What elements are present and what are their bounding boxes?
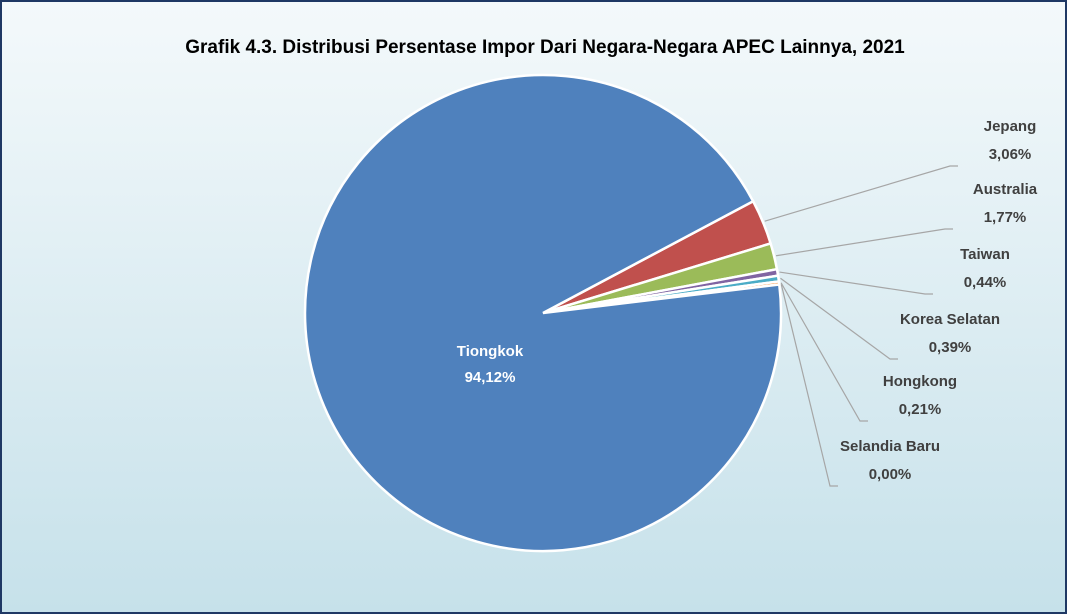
leader-line <box>775 228 953 257</box>
leader-line <box>780 284 838 487</box>
leader-line <box>779 271 933 295</box>
slice-label: Tiongkok <box>457 343 524 360</box>
slice-label: Jepang <box>984 118 1037 135</box>
value-label: 0,21% <box>899 401 942 418</box>
chart-title: Grafik 4.3. Distribusi Persentase Impor … <box>185 37 905 58</box>
slice-label: Hongkong <box>883 373 957 390</box>
slice-label: Selandia Baru <box>840 438 940 455</box>
value-label: 3,06% <box>989 146 1032 163</box>
value-label: 0,44% <box>964 274 1007 291</box>
slice-label: Taiwan <box>960 246 1010 263</box>
slice-label: Korea Selatan <box>900 311 1000 328</box>
slice-label: Australia <box>973 181 1038 198</box>
value-label: 0,39% <box>929 339 972 356</box>
value-label: 94,12% <box>465 369 516 386</box>
pie-slice <box>303 73 783 553</box>
leader-line <box>780 282 868 422</box>
leader-line <box>780 277 898 360</box>
value-label: 0,00% <box>869 466 912 483</box>
leader-line <box>764 165 958 222</box>
value-label: 1,77% <box>984 209 1027 226</box>
